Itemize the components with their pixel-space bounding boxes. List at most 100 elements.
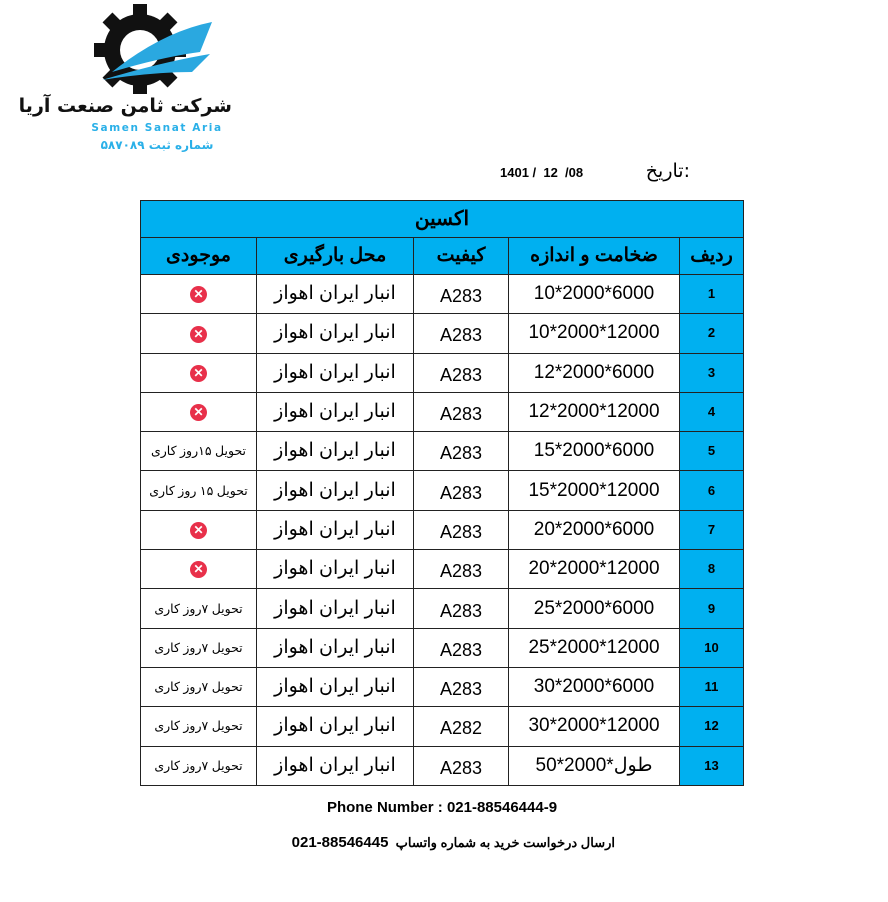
whatsapp-text: ارسال درخواست خرید به شماره واتساپ xyxy=(395,834,615,850)
table-row: 12 30*2000*12000 A282 انبار ایران اهواز … xyxy=(140,706,744,747)
unavailable-icon: ✕ xyxy=(190,561,207,579)
stock-cell: تحویل ۷روز کاری xyxy=(140,588,257,629)
date-label: تاریخ: xyxy=(645,160,690,182)
size-cell: 20*2000*6000 xyxy=(508,509,680,551)
size-value: 30*2000*12000 xyxy=(528,715,660,737)
size-cell: 30*2000*6000 xyxy=(508,666,680,708)
location-cell: انبار ایران اهواز xyxy=(256,745,414,786)
table-row: 2 10*2000*12000 A283 انبار ایران اهواز ✕ xyxy=(140,313,744,354)
size-value: 20*2000*6000 xyxy=(533,518,655,540)
row-number: 10 xyxy=(679,627,744,668)
size-value: 50*2000*طول xyxy=(535,754,653,776)
size-cell: 25*2000*6000 xyxy=(508,588,680,629)
stock-cell: ✕ xyxy=(140,391,257,433)
header-row-number: ردیف xyxy=(679,237,744,275)
location-cell: انبار ایران اهواز xyxy=(256,627,414,668)
size-cell: 10*2000*6000 xyxy=(508,273,680,315)
row-number: 4 xyxy=(679,391,744,433)
quality-cell: A283 xyxy=(413,470,509,511)
header-location: محل بارگیری xyxy=(256,237,414,275)
unavailable-icon: ✕ xyxy=(190,404,207,422)
table-row: 13 50*2000*طول A283 انبار ایران اهواز تح… xyxy=(140,745,744,786)
quality-cell: A283 xyxy=(413,627,509,668)
table-row: 7 20*2000*6000 A283 انبار ایران اهواز ✕ xyxy=(140,509,744,551)
location-cell: انبار ایران اهواز xyxy=(256,706,414,747)
company-logo: شرکت ثامن صنعت آریا Samen Sanat Aria شما… xyxy=(18,2,232,154)
stock-cell: تحویل ۱۵روز کاری xyxy=(140,431,257,472)
size-value: 12*2000*12000 xyxy=(528,401,660,423)
row-number: 9 xyxy=(679,588,744,629)
stock-cell: تحویل ۱۵ روز کاری xyxy=(140,470,257,511)
size-value: 25*2000*12000 xyxy=(528,636,660,658)
whatsapp-number: 021-88546445 xyxy=(291,833,389,851)
table-title: اکسین xyxy=(140,200,744,238)
whatsapp-line: ارسال درخواست خرید به شماره واتساپ 021-8… xyxy=(275,833,615,853)
header-quality: کیفیت xyxy=(413,237,509,275)
size-value: 15*2000*12000 xyxy=(528,479,660,501)
size-cell: 15*2000*12000 xyxy=(508,470,680,511)
company-name-en: Samen Sanat Aria xyxy=(91,122,223,134)
quality-cell: A283 xyxy=(413,313,509,354)
location-cell: انبار ایران اهواز xyxy=(256,273,414,315)
table-row: 6 15*2000*12000 A283 انبار ایران اهواز ت… xyxy=(140,470,744,511)
location-cell: انبار ایران اهواز xyxy=(256,588,414,629)
row-number: 13 xyxy=(679,745,744,786)
stock-cell: ✕ xyxy=(140,352,257,393)
stock-text: تحویل ۱۵روز کاری xyxy=(150,444,247,459)
quality-cell: A283 xyxy=(413,549,509,590)
row-number: 11 xyxy=(679,666,744,708)
size-cell: 12*2000*6000 xyxy=(508,352,680,393)
quality-cell: A283 xyxy=(413,509,509,551)
price-table: اکسین ردیف ضخامت و اندازه کیفیت محل بارگ… xyxy=(140,200,744,786)
row-number: 12 xyxy=(679,706,744,747)
size-cell: 20*2000*12000 xyxy=(508,549,680,590)
header-stock: موجودی xyxy=(140,237,257,275)
row-number: 6 xyxy=(679,470,744,511)
size-cell: 10*2000*12000 xyxy=(508,313,680,354)
stock-cell: تحویل ۷روز کاری xyxy=(140,706,257,747)
size-cell: 25*2000*12000 xyxy=(508,627,680,668)
size-value: 10*2000*6000 xyxy=(533,283,655,305)
company-name-fa: شرکت ثامن صنعت آریا xyxy=(18,95,232,117)
table-row: 4 12*2000*12000 A283 انبار ایران اهواز ✕ xyxy=(140,391,744,433)
stock-cell: ✕ xyxy=(140,549,257,590)
date: تاریخ: 1401 / 12 /08 xyxy=(500,160,690,186)
stock-text: تحویل ۷روز کاری xyxy=(154,719,243,734)
table-row: 11 30*2000*6000 A283 انبار ایران اهواز ت… xyxy=(140,666,744,708)
row-number: 5 xyxy=(679,431,744,472)
size-value: 15*2000*6000 xyxy=(533,440,655,462)
quality-cell: A283 xyxy=(413,431,509,472)
location-cell: انبار ایران اهواز xyxy=(256,352,414,393)
stock-cell: تحویل ۷روز کاری xyxy=(140,627,257,668)
date-value: 1401 / 12 /08 xyxy=(500,165,584,180)
unavailable-icon: ✕ xyxy=(190,325,207,343)
quality-cell: A283 xyxy=(413,745,509,786)
unavailable-icon: ✕ xyxy=(190,364,207,382)
table-row: 1 10*2000*6000 A283 انبار ایران اهواز ✕ xyxy=(140,273,744,315)
quality-cell: A283 xyxy=(413,391,509,433)
row-number: 1 xyxy=(679,273,744,315)
location-cell: انبار ایران اهواز xyxy=(256,509,414,551)
size-value: 20*2000*12000 xyxy=(528,558,660,580)
content: اکسین ردیف ضخامت و اندازه کیفیت محل بارگ… xyxy=(140,200,744,853)
row-number: 3 xyxy=(679,352,744,393)
stock-cell: تحویل ۷روز کاری xyxy=(140,666,257,708)
size-value: 25*2000*6000 xyxy=(533,597,655,619)
header-size: ضخامت و اندازه xyxy=(508,237,680,275)
stock-text: تحویل ۷روز کاری xyxy=(154,680,243,695)
stock-cell: ✕ xyxy=(140,313,257,354)
unavailable-icon: ✕ xyxy=(190,286,207,304)
stock-text: تحویل ۷روز کاری xyxy=(154,640,243,655)
size-value: 10*2000*12000 xyxy=(528,322,660,344)
size-cell: 30*2000*12000 xyxy=(508,706,680,747)
stock-text: تحویل ۱۵ روز کاری xyxy=(149,483,248,498)
table-row: 3 12*2000*6000 A283 انبار ایران اهواز ✕ xyxy=(140,352,744,393)
stock-text: تحویل ۷روز کاری xyxy=(154,758,243,773)
gear-ship-icon xyxy=(94,4,212,96)
location-cell: انبار ایران اهواز xyxy=(256,391,414,433)
row-number: 8 xyxy=(679,549,744,590)
stock-cell: ✕ xyxy=(140,273,257,315)
location-cell: انبار ایران اهواز xyxy=(256,470,414,511)
unavailable-icon: ✕ xyxy=(190,522,207,540)
quality-cell: A283 xyxy=(413,273,509,315)
